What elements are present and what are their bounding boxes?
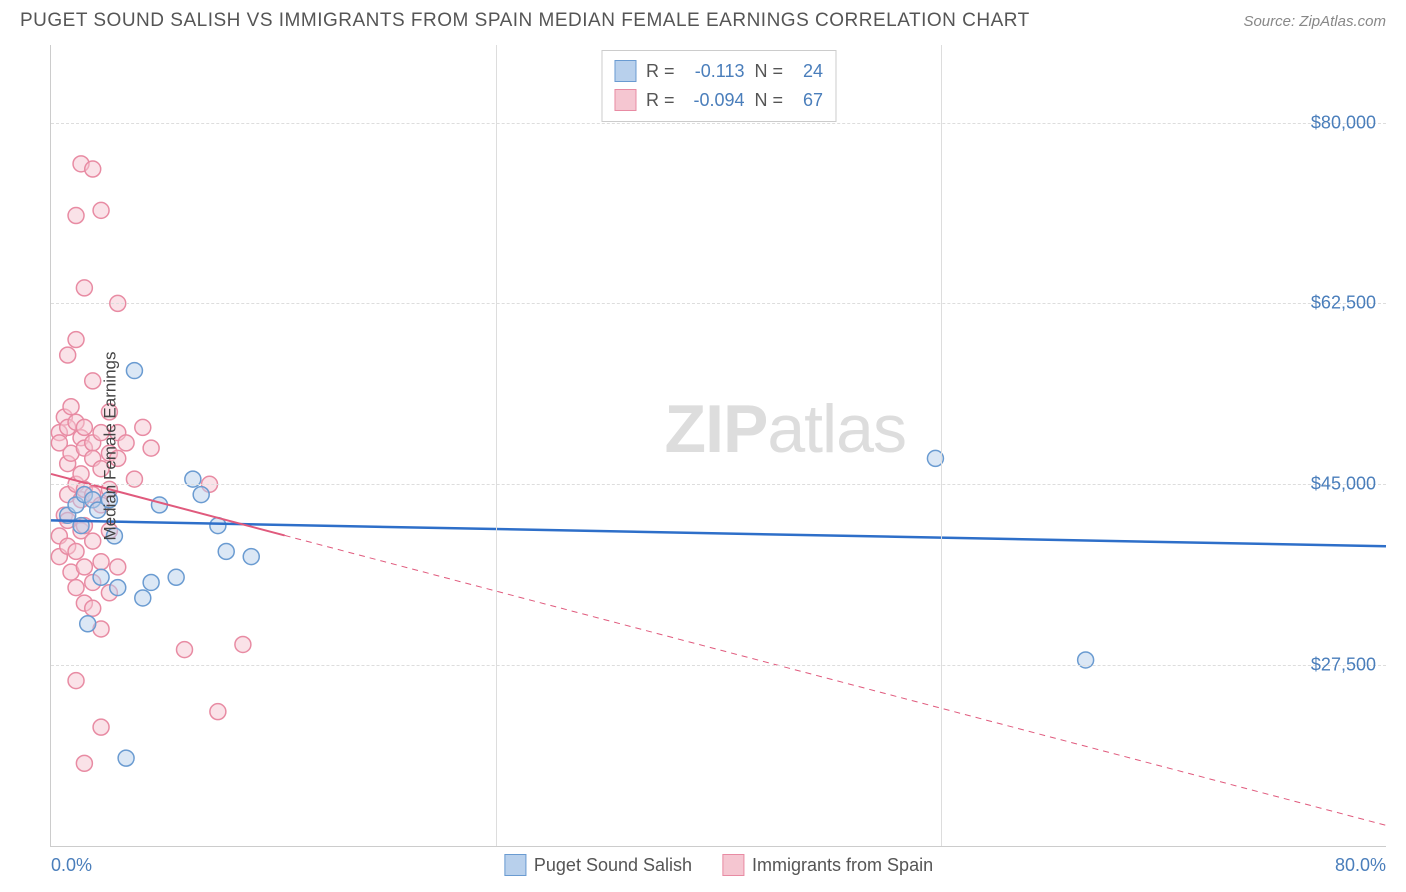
scatter-point	[93, 554, 109, 570]
plot-area: ZIPatlas Median Female Earnings R = -0.1…	[50, 45, 1386, 847]
correlation-legend: R = -0.113 N = 24 R = -0.094 N = 67	[601, 50, 836, 122]
chart-container: ZIPatlas Median Female Earnings R = -0.1…	[50, 45, 1386, 847]
legend-n-label: N =	[755, 57, 784, 86]
scatter-point	[110, 580, 126, 596]
x-tick-label: 80.0%	[1335, 855, 1386, 876]
scatter-point	[60, 347, 76, 363]
legend-swatch	[614, 89, 636, 111]
legend-swatch	[722, 854, 744, 876]
scatter-point	[68, 580, 84, 596]
scatter-point	[76, 419, 92, 435]
scatter-plot-svg	[51, 45, 1386, 846]
scatter-point	[168, 569, 184, 585]
scatter-point	[235, 636, 251, 652]
regression-line-solid	[51, 520, 1386, 546]
scatter-point	[243, 549, 259, 565]
scatter-point	[68, 208, 84, 224]
scatter-point	[218, 543, 234, 559]
scatter-point	[68, 332, 84, 348]
series-legend: Puget Sound Salish Immigrants from Spain	[504, 854, 933, 876]
y-tick-label: $45,000	[1311, 474, 1376, 495]
legend-r-label: R =	[646, 86, 675, 115]
scatter-point	[126, 363, 142, 379]
legend-r-label: R =	[646, 57, 675, 86]
scatter-point	[135, 590, 151, 606]
chart-title: PUGET SOUND SALISH VS IMMIGRANTS FROM SP…	[20, 10, 1030, 32]
scatter-point	[63, 399, 79, 415]
scatter-point	[93, 202, 109, 218]
scatter-point	[193, 487, 209, 503]
scatter-point	[80, 616, 96, 632]
scatter-point	[210, 704, 226, 720]
scatter-point	[76, 559, 92, 575]
legend-n-value: 24	[793, 57, 823, 86]
scatter-point	[143, 440, 159, 456]
scatter-point	[93, 719, 109, 735]
scatter-point	[85, 533, 101, 549]
scatter-point	[135, 419, 151, 435]
scatter-point	[143, 574, 159, 590]
y-tick-label: $27,500	[1311, 655, 1376, 676]
scatter-point	[68, 543, 84, 559]
legend-r-value: -0.113	[685, 57, 745, 86]
legend-series-item: Puget Sound Salish	[504, 854, 692, 876]
y-tick-label: $80,000	[1311, 112, 1376, 133]
grid-line-vertical	[496, 45, 497, 846]
scatter-point	[118, 750, 134, 766]
source-citation: Source: ZipAtlas.com	[1243, 13, 1386, 30]
scatter-point	[85, 373, 101, 389]
legend-swatch	[504, 854, 526, 876]
legend-r-value: -0.094	[685, 86, 745, 115]
scatter-point	[177, 642, 193, 658]
scatter-point	[85, 600, 101, 616]
grid-line-horizontal	[51, 484, 1386, 485]
regression-line-dashed	[285, 535, 1386, 825]
scatter-point	[68, 673, 84, 689]
grid-line-horizontal	[51, 665, 1386, 666]
grid-line-horizontal	[51, 123, 1386, 124]
scatter-point	[85, 161, 101, 177]
scatter-point	[93, 569, 109, 585]
x-tick-label: 0.0%	[51, 855, 92, 876]
y-axis-label: Median Female Earnings	[100, 351, 120, 540]
legend-swatch	[614, 60, 636, 82]
scatter-point	[76, 280, 92, 296]
scatter-point	[110, 559, 126, 575]
legend-series-item: Immigrants from Spain	[722, 854, 933, 876]
grid-line-vertical	[941, 45, 942, 846]
legend-row: R = -0.113 N = 24	[614, 57, 823, 86]
scatter-point	[76, 755, 92, 771]
legend-series-label: Immigrants from Spain	[752, 855, 933, 876]
legend-row: R = -0.094 N = 67	[614, 86, 823, 115]
y-tick-label: $62,500	[1311, 293, 1376, 314]
legend-n-value: 67	[793, 86, 823, 115]
legend-series-label: Puget Sound Salish	[534, 855, 692, 876]
grid-line-horizontal	[51, 303, 1386, 304]
legend-n-label: N =	[755, 86, 784, 115]
